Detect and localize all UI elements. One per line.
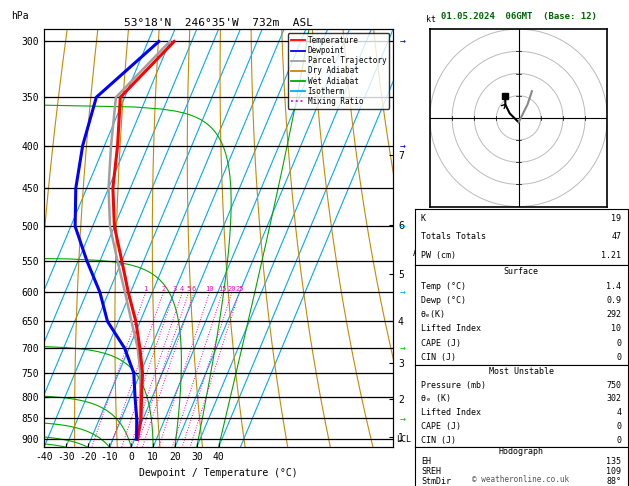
Text: 4: 4 xyxy=(180,286,184,293)
Text: 88°: 88° xyxy=(606,477,621,486)
Text: 1.21: 1.21 xyxy=(601,251,621,260)
Text: Dewp (°C): Dewp (°C) xyxy=(421,296,466,305)
Text: 0: 0 xyxy=(616,353,621,362)
Text: →: → xyxy=(399,221,405,231)
Text: 750: 750 xyxy=(606,381,621,390)
Text: EH: EH xyxy=(421,457,431,466)
Text: PW (cm): PW (cm) xyxy=(421,251,456,260)
Text: →: → xyxy=(399,287,405,297)
Text: StmDir: StmDir xyxy=(421,477,451,486)
Y-axis label: km
ASL: km ASL xyxy=(413,238,428,258)
Text: 1: 1 xyxy=(143,286,148,293)
Text: 19: 19 xyxy=(611,214,621,223)
Text: 0: 0 xyxy=(616,339,621,347)
Text: SREH: SREH xyxy=(421,467,441,476)
Text: Totals Totals: Totals Totals xyxy=(421,232,486,242)
Text: 01.05.2024  06GMT  (Base: 12): 01.05.2024 06GMT (Base: 12) xyxy=(441,12,597,21)
Text: 25: 25 xyxy=(235,286,243,293)
Text: 302: 302 xyxy=(606,395,621,403)
Text: 20: 20 xyxy=(228,286,236,293)
Text: →: → xyxy=(399,140,405,151)
Text: θₑ (K): θₑ (K) xyxy=(421,395,451,403)
Text: 1.4: 1.4 xyxy=(606,282,621,291)
Text: Most Unstable: Most Unstable xyxy=(489,367,554,376)
Text: →: → xyxy=(399,414,405,423)
Text: 2: 2 xyxy=(161,286,165,293)
Text: →: → xyxy=(399,36,405,47)
Text: CAPE (J): CAPE (J) xyxy=(421,339,461,347)
Text: 3: 3 xyxy=(172,286,176,293)
Text: 10: 10 xyxy=(205,286,214,293)
Text: 15: 15 xyxy=(218,286,226,293)
Text: Lifted Index: Lifted Index xyxy=(421,325,481,333)
Title: 53°18'N  246°35'W  732m  ASL: 53°18'N 246°35'W 732m ASL xyxy=(124,18,313,28)
Text: Lifted Index: Lifted Index xyxy=(421,408,481,417)
Text: →: → xyxy=(399,343,405,353)
Text: 4: 4 xyxy=(616,408,621,417)
Text: 10: 10 xyxy=(611,325,621,333)
Text: 5: 5 xyxy=(187,286,191,293)
Text: 47: 47 xyxy=(611,232,621,242)
Text: 0.9: 0.9 xyxy=(606,296,621,305)
Text: 0: 0 xyxy=(616,436,621,445)
Legend: Temperature, Dewpoint, Parcel Trajectory, Dry Adiabat, Wet Adiabat, Isotherm, Mi: Temperature, Dewpoint, Parcel Trajectory… xyxy=(287,33,389,109)
X-axis label: Dewpoint / Temperature (°C): Dewpoint / Temperature (°C) xyxy=(139,468,298,478)
Text: CIN (J): CIN (J) xyxy=(421,436,456,445)
Text: Pressure (mb): Pressure (mb) xyxy=(421,381,486,390)
Text: 0: 0 xyxy=(616,422,621,431)
Text: LCL: LCL xyxy=(397,434,411,444)
Text: CAPE (J): CAPE (J) xyxy=(421,422,461,431)
Text: Surface: Surface xyxy=(504,267,538,277)
Text: K: K xyxy=(421,214,426,223)
Text: CIN (J): CIN (J) xyxy=(421,353,456,362)
Text: 109: 109 xyxy=(606,467,621,476)
Text: © weatheronline.co.uk: © weatheronline.co.uk xyxy=(472,474,569,484)
Text: Temp (°C): Temp (°C) xyxy=(421,282,466,291)
Text: θₑ(K): θₑ(K) xyxy=(421,310,446,319)
Text: 292: 292 xyxy=(606,310,621,319)
Text: Hodograph: Hodograph xyxy=(499,448,543,456)
Y-axis label: hPa: hPa xyxy=(11,11,28,21)
Text: 135: 135 xyxy=(606,457,621,466)
Text: 6: 6 xyxy=(192,286,196,293)
Text: kt: kt xyxy=(426,15,437,24)
